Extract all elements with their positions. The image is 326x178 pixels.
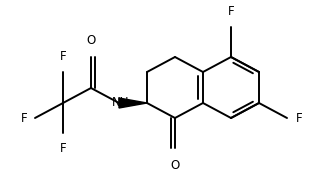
Text: O: O xyxy=(170,159,180,172)
Text: F: F xyxy=(228,5,234,18)
Text: F: F xyxy=(60,142,66,155)
Text: O: O xyxy=(86,34,96,47)
Text: NH: NH xyxy=(112,96,130,109)
Text: F: F xyxy=(60,50,66,63)
Text: F: F xyxy=(296,111,303,124)
Text: F: F xyxy=(20,111,27,124)
Polygon shape xyxy=(119,98,147,108)
